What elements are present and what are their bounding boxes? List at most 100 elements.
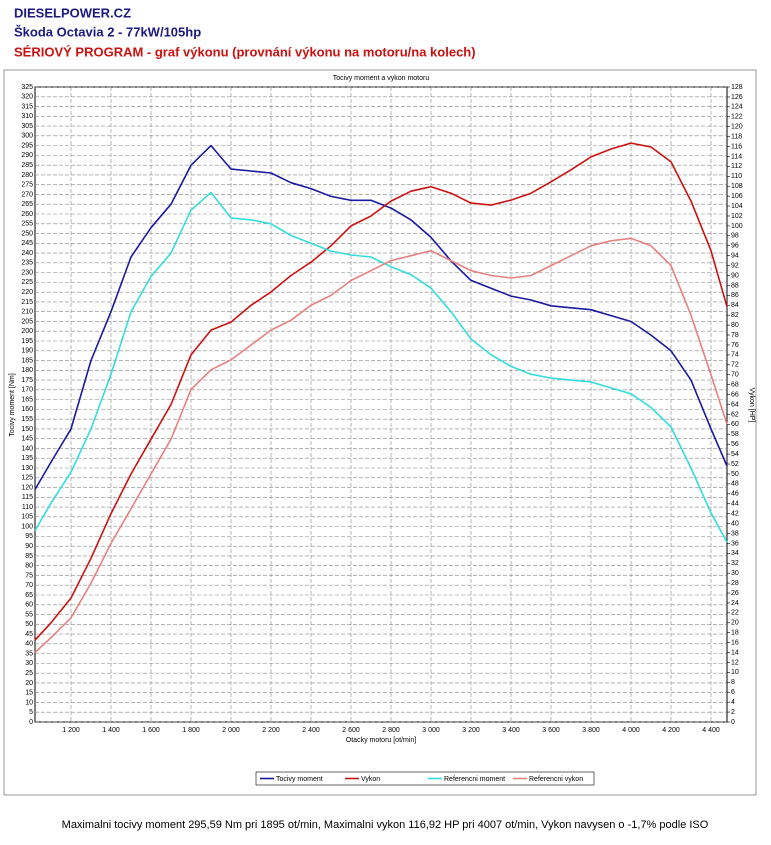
series-line xyxy=(34,237,728,654)
y-tick-label: 180 xyxy=(21,367,33,374)
y-tick-label: 205 xyxy=(21,318,33,325)
site: DIESELPOWER.CZ xyxy=(14,5,131,20)
y-tick-label: 75 xyxy=(25,572,33,579)
y2-tick-label: 66 xyxy=(731,391,739,398)
y2-tick-label: 54 xyxy=(731,451,739,458)
y2-tick-label: 28 xyxy=(731,580,739,587)
y2-tick-label: 106 xyxy=(731,193,743,200)
y2-tick-label: 22 xyxy=(731,610,739,617)
y-tick-label: 0 xyxy=(29,719,33,726)
y2-tick-label: 36 xyxy=(731,540,739,547)
legend xyxy=(255,771,595,786)
y-tick-label: 130 xyxy=(21,465,33,472)
y-tick-label: 310 xyxy=(21,113,33,120)
x-tick-label: 3 600 xyxy=(542,727,560,734)
y2-tick-label: 30 xyxy=(731,570,739,577)
y2-tick-label: 72 xyxy=(731,362,739,369)
y2-tick-label: 70 xyxy=(731,372,739,379)
y2-tick-label: 62 xyxy=(731,411,739,418)
marks xyxy=(34,142,728,654)
y2-tick-label: 46 xyxy=(731,491,739,498)
y2-tick-label: 8 xyxy=(731,679,735,686)
y2-tick-label: 14 xyxy=(731,649,739,656)
legend-label: Vykon xyxy=(361,776,380,783)
y-tick-label: 85 xyxy=(25,553,33,560)
y-tick-label: 105 xyxy=(21,514,33,521)
legend-label: Referencni moment xyxy=(444,776,505,783)
y2-tick-label: 24 xyxy=(731,600,739,607)
series-line xyxy=(34,191,728,543)
y-tick-label: 120 xyxy=(21,484,33,491)
y2-tick-label: 12 xyxy=(731,659,739,666)
y-tick-label: 315 xyxy=(21,103,33,110)
y2-tick-label: 48 xyxy=(731,481,739,488)
y-tick-label: 255 xyxy=(21,221,33,228)
y-tick-label: 45 xyxy=(25,631,33,638)
y2-tick-label: 126 xyxy=(731,94,743,101)
y2-tick-label: 2 xyxy=(731,709,735,716)
y-tick-label: 60 xyxy=(25,602,33,609)
y-tick-label: 265 xyxy=(21,201,33,208)
y2-tick-label: 34 xyxy=(731,550,739,557)
y-tick-label: 155 xyxy=(21,416,33,423)
y-tick-label: 215 xyxy=(21,299,33,306)
y-tick-label: 65 xyxy=(25,592,33,599)
y-tick-label: 5 xyxy=(29,709,33,716)
y-tick-label: 150 xyxy=(21,426,33,433)
chart-title: Tocivy moment a vykon motoru xyxy=(333,75,430,82)
y-tick-label: 275 xyxy=(21,182,33,189)
y2-tick-label: 96 xyxy=(731,243,739,250)
y-tick-label: 270 xyxy=(21,191,33,198)
y-tick-label: 110 xyxy=(22,504,33,511)
y-tick-label: 170 xyxy=(21,387,33,394)
y-tick-label: 135 xyxy=(21,455,33,462)
y-tick-label: 165 xyxy=(21,396,33,403)
y2-tick-label: 0 xyxy=(731,719,735,726)
y2-tick-label: 44 xyxy=(731,501,739,508)
y2-tick-label: 102 xyxy=(731,213,743,220)
x-tick-label: 1 400 xyxy=(102,727,120,734)
x-tick-label: 1 600 xyxy=(142,727,160,734)
y-tick-label: 195 xyxy=(21,338,33,345)
y-tick-label: 200 xyxy=(21,328,33,335)
legend-label: Referencni vykon xyxy=(529,776,583,783)
y2-axis-label: Vykon [HP] xyxy=(748,388,755,423)
y-tick-label: 210 xyxy=(21,309,33,316)
y2-tick-label: 100 xyxy=(731,223,743,230)
y2-tick-label: 98 xyxy=(731,233,739,240)
y2-tick-label: 118 xyxy=(731,133,742,140)
y2-tick-label: 76 xyxy=(731,342,739,349)
y2-tick-label: 110 xyxy=(731,173,742,180)
y-tick-label: 160 xyxy=(21,406,33,413)
y-axis-label: Tocivy moment [Nm] xyxy=(9,373,16,436)
y-tick-label: 145 xyxy=(21,436,33,443)
y2-tick-label: 10 xyxy=(731,669,739,676)
x-tick-label: 3 400 xyxy=(502,727,520,734)
series-line xyxy=(34,144,728,490)
x-axis-label: Otacky motoru [ot/min] xyxy=(346,737,416,744)
y-tick-label: 320 xyxy=(21,94,33,101)
y2-tick-label: 128 xyxy=(731,84,743,91)
y-tick-label: 190 xyxy=(21,348,33,355)
y-tick-label: 55 xyxy=(25,611,33,618)
x-tick-label: 2 800 xyxy=(382,727,400,734)
y-tick-label: 20 xyxy=(25,680,33,687)
y-tick-label: 185 xyxy=(21,357,33,364)
model: Škoda Octavia 2 - 77kW/105hp xyxy=(14,24,201,39)
y2-tick-label: 74 xyxy=(731,352,739,359)
y-tick-label: 10 xyxy=(25,699,33,706)
x-tick-label: 1 800 xyxy=(182,727,200,734)
x-tick-label: 2 000 xyxy=(222,727,240,734)
y2-tick-label: 20 xyxy=(731,620,739,627)
y-tick-label: 285 xyxy=(21,162,33,169)
x-tick-label: 1 200 xyxy=(62,727,80,734)
y2-tick-label: 4 xyxy=(731,699,735,706)
y2-tick-label: 16 xyxy=(731,639,739,646)
y2-tick-label: 56 xyxy=(731,441,739,448)
footer: Maximalni tocivy moment 295,59 Nm pri 18… xyxy=(62,819,709,831)
y-tick-label: 80 xyxy=(25,563,33,570)
legend-label: Tocivy moment xyxy=(276,776,323,783)
y2-tick-label: 122 xyxy=(731,114,743,121)
y2-tick-label: 90 xyxy=(731,272,739,279)
series-line xyxy=(34,142,728,641)
